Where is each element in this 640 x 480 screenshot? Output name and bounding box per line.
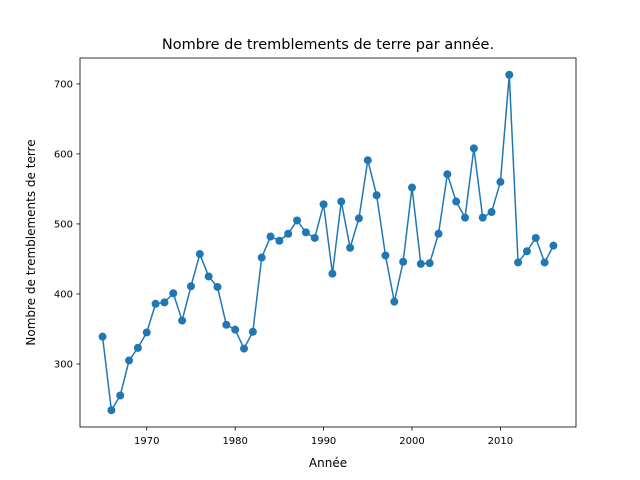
- data-point: [487, 208, 496, 217]
- data-point: [346, 243, 355, 252]
- y-axis-label: Nombre de tremblements de terre: [24, 139, 38, 345]
- data-point: [160, 298, 169, 307]
- y-tick-label: 500: [54, 219, 73, 230]
- chart-title: Nombre de tremblements de terre par anné…: [162, 37, 494, 53]
- data-point: [169, 289, 178, 298]
- data-point: [178, 316, 187, 325]
- data-point: [531, 233, 540, 242]
- data-point: [248, 327, 257, 336]
- data-point: [522, 247, 531, 256]
- data-point: [549, 241, 558, 250]
- data-point: [107, 406, 116, 415]
- data-point: [390, 297, 399, 306]
- x-axis-label: Année: [309, 456, 347, 470]
- x-tick-label: 2010: [488, 436, 513, 447]
- data-point: [381, 251, 390, 260]
- data-point: [142, 328, 151, 337]
- data-point: [231, 325, 240, 334]
- data-point: [461, 213, 470, 222]
- data-point: [416, 259, 425, 268]
- data-point: [301, 228, 310, 237]
- data-point: [284, 229, 293, 238]
- data-point: [240, 344, 249, 353]
- data-point: [222, 320, 231, 329]
- y-tick-label: 300: [54, 359, 73, 370]
- data-point: [425, 259, 434, 268]
- data-point: [133, 343, 142, 352]
- data-point: [257, 253, 266, 262]
- data-point: [98, 332, 107, 341]
- x-tick-label: 2000: [399, 436, 424, 447]
- y-tick-label: 400: [54, 289, 73, 300]
- data-point: [151, 299, 160, 308]
- data-point: [204, 272, 213, 281]
- data-point: [469, 144, 478, 153]
- data-point: [434, 229, 443, 238]
- data-point: [443, 170, 452, 179]
- data-point: [125, 356, 134, 365]
- data-point: [407, 183, 416, 192]
- data-point: [505, 70, 514, 79]
- data-point: [363, 156, 372, 165]
- data-point: [319, 200, 328, 209]
- data-point: [540, 258, 549, 267]
- data-point: [372, 191, 381, 200]
- data-point: [186, 282, 195, 291]
- series-line: [101, 74, 555, 411]
- y-tick-label: 600: [54, 149, 73, 160]
- x-tick-label: 1990: [311, 436, 336, 447]
- data-point: [328, 269, 337, 278]
- data-points: [98, 70, 558, 415]
- data-point: [337, 197, 346, 206]
- data-point: [478, 213, 487, 222]
- x-tick-label: 1980: [222, 436, 247, 447]
- data-point: [496, 177, 505, 186]
- data-point: [266, 232, 275, 241]
- data-point: [452, 197, 461, 206]
- data-point: [275, 236, 284, 245]
- data-point: [514, 258, 523, 267]
- data-point: [116, 391, 125, 400]
- plot-area-frame: [79, 57, 577, 428]
- data-point: [195, 250, 204, 259]
- y-tick-label: 700: [54, 79, 73, 90]
- data-point: [310, 233, 319, 242]
- data-point: [354, 214, 363, 223]
- y-axis-ticks: 300 400 500 600 700: [54, 79, 80, 370]
- x-axis-ticks: 1970 1980 1990 2000 2010: [134, 427, 513, 447]
- data-point: [399, 257, 408, 266]
- data-point: [293, 216, 302, 225]
- x-tick-label: 1970: [134, 436, 159, 447]
- data-point: [213, 282, 222, 291]
